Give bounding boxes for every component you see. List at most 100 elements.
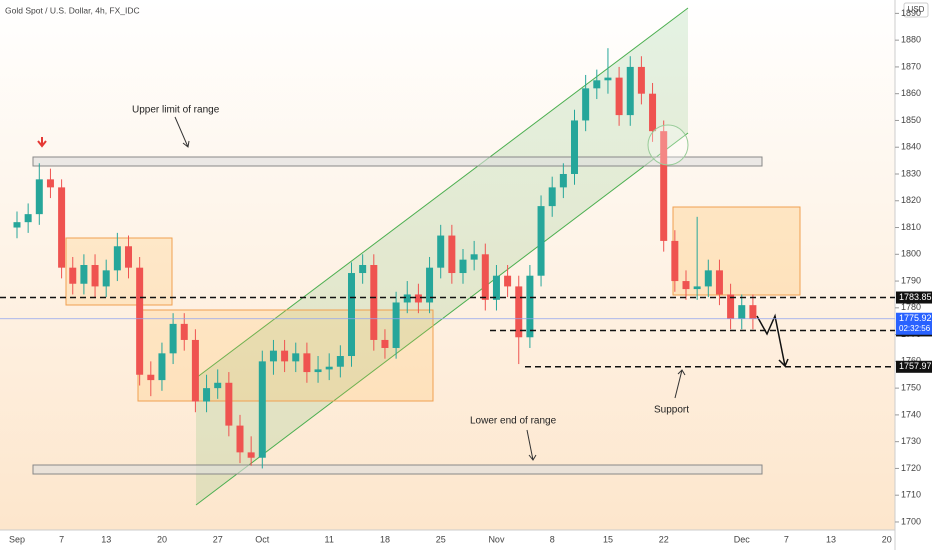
candle-body xyxy=(437,235,445,268)
candle-body xyxy=(504,275,512,287)
x-tick-label: 22 xyxy=(659,534,669,544)
candle-body xyxy=(481,254,489,300)
last-price-badge xyxy=(896,312,932,335)
candle-body xyxy=(704,270,712,287)
candle-body xyxy=(191,339,199,402)
x-tick-label: 13 xyxy=(826,534,836,544)
candle-body xyxy=(169,323,177,354)
candle-body xyxy=(414,294,422,303)
y-tick-label: 1730 xyxy=(901,436,921,446)
annotation: Lower end of range xyxy=(470,416,557,427)
x-tick-label: 8 xyxy=(550,534,555,544)
projection-path xyxy=(756,313,789,368)
last-price-label: 1775.92 xyxy=(899,313,932,323)
red-arrow xyxy=(37,137,47,148)
countdown: 02:32:56 xyxy=(899,324,931,333)
y-tick-label: 1760 xyxy=(901,356,921,366)
candle-body xyxy=(281,350,289,362)
candle-body xyxy=(325,366,333,370)
candle-body xyxy=(13,222,21,228)
candle-body xyxy=(292,353,300,362)
x-tick-label: 18 xyxy=(380,534,390,544)
x-tick-label: 27 xyxy=(213,534,223,544)
candle-body xyxy=(348,273,355,357)
candle-body xyxy=(35,179,43,215)
x-tick-label: 20 xyxy=(882,534,892,544)
plot-background xyxy=(0,0,895,530)
channel-upper xyxy=(195,7,689,379)
candle-body xyxy=(113,246,121,271)
y-tick-label: 1870 xyxy=(901,61,921,71)
candle-body xyxy=(470,254,478,260)
candle-body xyxy=(749,305,757,319)
y-tick-label: 1700 xyxy=(901,516,921,526)
y-tick-label: 1880 xyxy=(901,35,921,45)
candle-body xyxy=(392,302,400,348)
annotation: Support xyxy=(654,405,689,416)
candle-body xyxy=(303,353,311,373)
annotation: Upper limit of range xyxy=(132,105,220,116)
candle-body xyxy=(102,270,110,287)
candle-body xyxy=(582,88,590,121)
candle-body xyxy=(46,179,54,188)
candle-body xyxy=(593,80,601,89)
candle-body xyxy=(147,374,155,381)
candle-body xyxy=(738,305,746,319)
annotation-arrow xyxy=(174,116,190,148)
candle-body xyxy=(203,388,211,402)
candle-body xyxy=(158,353,166,381)
x-tick-label: Dec xyxy=(734,534,751,544)
candle-body xyxy=(604,77,612,81)
chart-title: Gold Spot / U.S. Dollar, 4h, FX_IDC xyxy=(5,5,140,15)
x-tick-label: 20 xyxy=(157,534,167,544)
y-tick-label: 1850 xyxy=(901,115,921,125)
x-tick-label: Oct xyxy=(255,534,270,544)
candle-body xyxy=(403,294,411,303)
candle-body xyxy=(660,131,668,241)
y-tick-label: 1720 xyxy=(901,463,921,473)
candle-body xyxy=(426,267,434,303)
candle-body xyxy=(671,240,679,282)
x-tick-label: 15 xyxy=(603,534,613,544)
candle-body xyxy=(58,187,66,268)
lower-range-zone xyxy=(32,464,763,475)
candle-body xyxy=(448,235,456,274)
candle-body xyxy=(359,265,367,274)
candle-body xyxy=(626,66,634,116)
y-tick-label: 1800 xyxy=(901,249,921,259)
candle-body xyxy=(125,246,132,268)
candle-body xyxy=(80,265,88,284)
candle-body xyxy=(559,173,567,188)
consolidation-box xyxy=(672,206,801,296)
y-tick-label: 1710 xyxy=(901,490,921,500)
candle-body xyxy=(180,323,188,340)
level-badge xyxy=(896,291,932,304)
candle-body xyxy=(370,265,378,340)
y-tick-label: 1750 xyxy=(901,383,921,393)
candle-body xyxy=(615,77,623,116)
x-tick-label: 13 xyxy=(101,534,111,544)
price-axis-background xyxy=(895,0,932,550)
candle-body xyxy=(682,281,690,290)
candle-body xyxy=(515,286,523,338)
candle-body xyxy=(381,339,389,348)
level-badge xyxy=(896,360,932,373)
y-tick-label: 1840 xyxy=(901,142,921,152)
candle-body xyxy=(269,350,277,362)
upper-range-zone xyxy=(32,156,763,167)
candle-body xyxy=(258,361,266,458)
x-tick-label: 7 xyxy=(59,534,64,544)
candles xyxy=(13,48,757,469)
candle-body xyxy=(526,275,534,338)
candle-body xyxy=(247,452,255,458)
candle-body xyxy=(314,369,322,373)
candle-body xyxy=(693,286,701,290)
candle-body xyxy=(136,267,144,375)
candle-body xyxy=(637,66,645,94)
x-tick-label: 11 xyxy=(325,534,334,544)
y-tick-label: 1890 xyxy=(901,8,921,18)
y-tick-label: 1830 xyxy=(901,168,921,178)
candle-body xyxy=(459,259,467,274)
candle-body xyxy=(214,382,222,389)
